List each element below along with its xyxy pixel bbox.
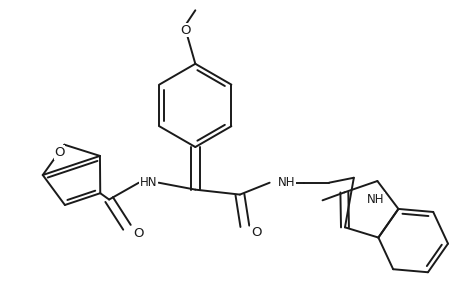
Text: O: O: [54, 146, 65, 159]
Text: O: O: [180, 24, 190, 37]
Text: O: O: [133, 227, 143, 240]
Text: HN: HN: [140, 176, 157, 189]
Text: O: O: [250, 226, 261, 239]
Text: NH: NH: [366, 193, 383, 206]
Text: NH: NH: [277, 176, 294, 189]
